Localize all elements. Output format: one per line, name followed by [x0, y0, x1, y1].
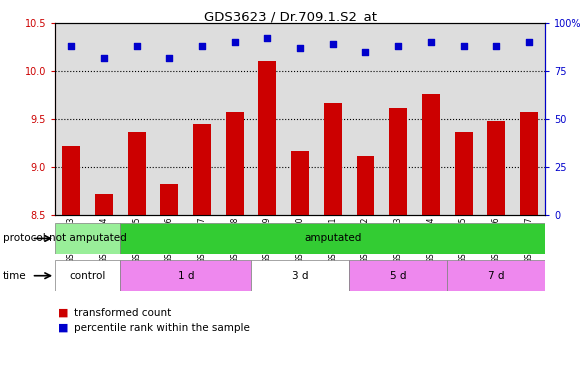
Text: 3 d: 3 d	[292, 271, 309, 281]
Text: amputated: amputated	[304, 233, 361, 243]
Text: ■: ■	[58, 323, 68, 333]
Bar	[455, 132, 473, 215]
Text: control: control	[70, 271, 106, 281]
Bar	[128, 132, 146, 215]
Text: 5 d: 5 d	[390, 271, 407, 281]
Text: transformed count: transformed count	[74, 308, 171, 318]
Point	[393, 43, 403, 49]
Text: ■: ■	[58, 308, 68, 318]
Text: 7 d: 7 d	[488, 271, 505, 281]
Bar	[422, 94, 440, 215]
Bar	[161, 184, 179, 215]
Bar	[389, 109, 407, 215]
Point	[230, 39, 240, 45]
Bar	[55, 223, 121, 254]
Point	[165, 55, 174, 61]
Point	[459, 43, 468, 49]
Bar	[324, 103, 342, 215]
Bar	[349, 260, 447, 291]
Bar	[520, 112, 538, 215]
Bar	[63, 146, 81, 215]
Bar	[291, 151, 309, 215]
Bar	[226, 112, 244, 215]
Point	[491, 43, 501, 49]
Point	[197, 43, 206, 49]
Text: not amputated: not amputated	[49, 233, 126, 243]
Point	[295, 45, 305, 51]
Bar	[251, 260, 349, 291]
Point	[524, 39, 534, 45]
Bar	[121, 223, 545, 254]
Bar	[95, 194, 113, 215]
Text: 1 d: 1 d	[177, 271, 194, 281]
Text: protocol: protocol	[3, 233, 46, 243]
Text: percentile rank within the sample: percentile rank within the sample	[74, 323, 249, 333]
Bar	[55, 260, 121, 291]
Bar	[121, 260, 251, 291]
Point	[361, 49, 370, 55]
Bar	[193, 124, 211, 215]
Bar	[487, 121, 505, 215]
Text: GDS3623 / Dr.709.1.S2_at: GDS3623 / Dr.709.1.S2_at	[204, 10, 376, 23]
Bar	[447, 260, 545, 291]
Point	[426, 39, 436, 45]
Bar	[357, 156, 375, 215]
Point	[67, 43, 76, 49]
Point	[99, 55, 108, 61]
Bar	[259, 61, 277, 215]
Text: time: time	[3, 271, 27, 281]
Point	[263, 35, 272, 41]
Point	[132, 43, 142, 49]
Point	[328, 41, 338, 47]
